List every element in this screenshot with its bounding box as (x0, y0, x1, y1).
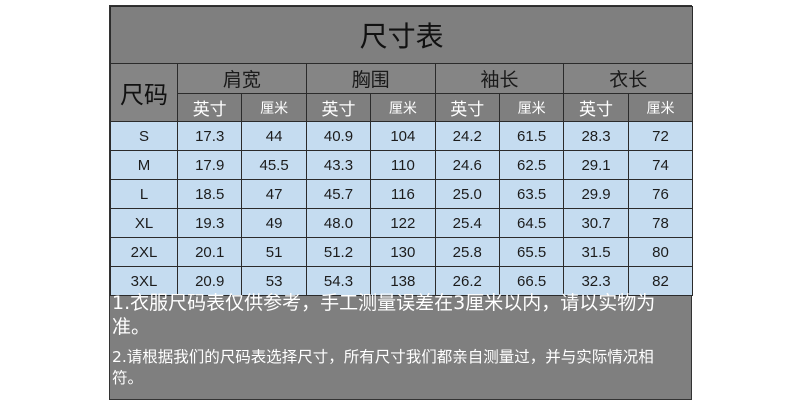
value-cell: 29.9 (563, 179, 629, 209)
value-cell: 49 (241, 208, 307, 238)
value-cell: 138 (370, 266, 436, 296)
value-cell: 17.9 (176, 150, 243, 180)
size-cell: S (110, 121, 178, 151)
value-cell: 25.4 (434, 208, 500, 238)
value-cell: 44 (241, 121, 307, 151)
value-cell: 78 (627, 208, 694, 238)
value-cell: 24.6 (434, 150, 500, 180)
value-cell: 48.0 (305, 208, 372, 238)
value-cell: 20.1 (176, 237, 243, 267)
value-cell: 45.7 (305, 179, 372, 209)
value-cell: 65.5 (498, 237, 565, 267)
note-2: 2.请根据我们的尺码表选择尺寸，所有尺寸我们都亲自测量过，并与实际情况相符。 (112, 348, 654, 387)
value-cell: 25.0 (434, 179, 500, 209)
value-cell: 104 (370, 121, 436, 151)
value-cell: 47 (241, 179, 307, 209)
table-row: 2XL 20.1 51 51.2 130 25.8 65.5 31.5 80 (110, 237, 694, 267)
value-cell: 17.3 (176, 121, 243, 151)
size-cell: XL (110, 208, 178, 238)
unit-inch-header: 英寸 (176, 93, 243, 122)
value-cell: 24.2 (434, 121, 500, 151)
size-cell: 3XL (110, 266, 178, 296)
value-cell: 30.7 (563, 208, 629, 238)
value-cell: 82 (627, 266, 694, 296)
size-cell: L (110, 179, 178, 209)
unit-inch-header: 英寸 (305, 93, 372, 122)
unit-inch-header: 英寸 (434, 93, 500, 122)
value-cell: 26.2 (434, 266, 500, 296)
table-row: S 17.3 44 40.9 104 24.2 61.5 28.3 72 (110, 121, 694, 151)
unit-inch-header: 英寸 (563, 93, 629, 122)
unit-cm-header: 厘米 (241, 93, 307, 122)
value-cell: 53 (241, 266, 307, 296)
group-header: 肩宽 (177, 63, 307, 94)
value-cell: 18.5 (176, 179, 243, 209)
group-header: 袖长 (434, 63, 565, 94)
value-cell: 64.5 (498, 208, 565, 238)
value-cell: 45.5 (241, 150, 307, 180)
group-header: 衣长 (563, 63, 694, 94)
value-cell: 122 (370, 208, 436, 238)
value-cell: 130 (370, 237, 436, 267)
value-cell: 51 (241, 237, 307, 267)
value-cell: 63.5 (498, 179, 565, 209)
note-1: 1.衣服尺码表仅供参考，手工测量误差在3厘米以内，请以实物为准。 (112, 292, 656, 338)
value-cell: 80 (627, 237, 694, 267)
value-cell: 110 (370, 150, 436, 180)
value-cell: 43.3 (305, 150, 372, 180)
notes: 1.衣服尺码表仅供参考，手工测量误差在3厘米以内，请以实物为准。 2.请根据我们… (112, 291, 682, 389)
value-cell: 40.9 (305, 121, 372, 151)
value-cell: 66.5 (498, 266, 565, 296)
value-cell: 25.8 (434, 237, 500, 267)
value-cell: 28.3 (563, 121, 629, 151)
size-header: 尺码 (110, 63, 178, 122)
unit-cm-header: 厘米 (627, 93, 694, 122)
table-row: XL 19.3 49 48.0 122 25.4 64.5 30.7 78 (110, 208, 694, 238)
value-cell: 51.2 (305, 237, 372, 267)
value-cell: 29.1 (563, 150, 629, 180)
value-cell: 61.5 (498, 121, 565, 151)
value-cell: 62.5 (498, 150, 565, 180)
group-header: 胸围 (305, 63, 436, 94)
size-cell: M (110, 150, 178, 180)
value-cell: 31.5 (563, 237, 629, 267)
value-cell: 74 (627, 150, 694, 180)
value-cell: 19.3 (176, 208, 243, 238)
table-row: 3XL 20.9 53 54.3 138 26.2 66.5 32.3 82 (110, 266, 694, 296)
chart-title: 尺寸表 (109, 6, 694, 64)
value-cell: 32.3 (563, 266, 629, 296)
size-table: 尺寸表 尺码 肩宽 胸围 袖长 衣长 英寸 厘米 英寸 厘米 英寸 厘米 英寸 厘米 S 17.3 44… (109, 6, 694, 296)
value-cell: 116 (370, 179, 436, 209)
table-row: L 18.5 47 45.7 116 25.0 63.5 29.9 76 (110, 179, 694, 209)
table-row: M 17.9 45.5 43.3 110 24.6 62.5 29.1 74 (110, 150, 694, 180)
unit-cm-header: 厘米 (498, 93, 565, 122)
unit-cm-header: 厘米 (370, 93, 436, 122)
value-cell: 72 (627, 121, 694, 151)
value-cell: 76 (627, 179, 694, 209)
size-chart: 尺寸表 尺码 肩宽 胸围 袖长 衣长 英寸 厘米 英寸 厘米 英寸 厘米 英寸 厘米 S 17.3 44… (109, 5, 694, 400)
size-cell: 2XL (110, 237, 178, 267)
